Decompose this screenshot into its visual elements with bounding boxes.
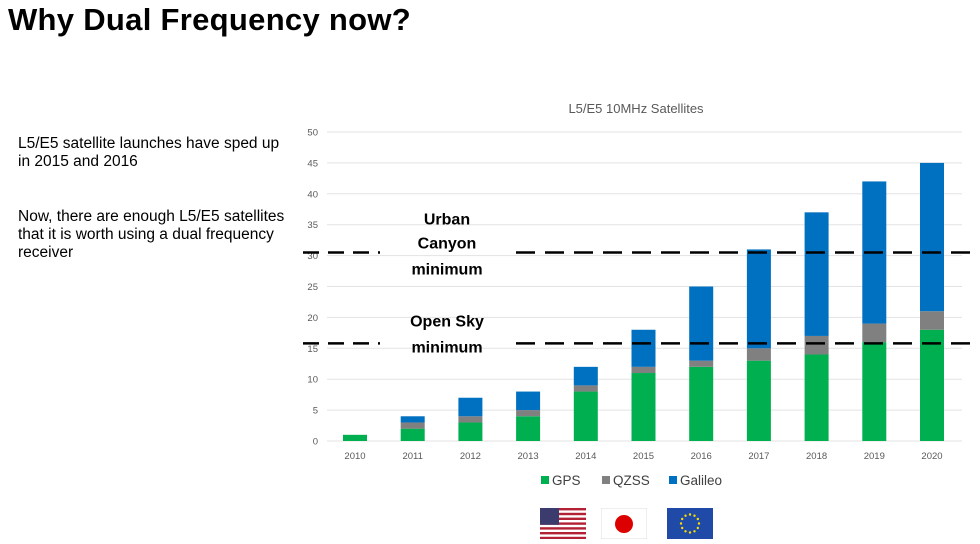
- bar-gps-2015: [631, 373, 656, 441]
- reference-label: Open Sky: [410, 313, 484, 330]
- y-tick-label: 5: [313, 406, 318, 417]
- x-tick-label: 2010: [344, 451, 365, 462]
- legend-swatch-galileo: [669, 476, 677, 484]
- bar-qzss-2013: [516, 410, 541, 417]
- bar-gps-2020: [920, 329, 944, 441]
- y-tick-label: 10: [307, 375, 318, 386]
- bar-gps-2012: [458, 422, 483, 441]
- reference-label: Urban: [424, 212, 470, 229]
- reference-label: minimum: [411, 339, 482, 356]
- bar-gps-2013: [516, 416, 541, 441]
- bar-gps-2010: [343, 434, 367, 441]
- page-title: Why Dual Frequency now?: [8, 2, 412, 37]
- intro-text: L5/E5 satellite launches have sped up in…: [18, 135, 280, 170]
- x-tick-label: 2014: [575, 451, 596, 462]
- legend-swatch-qzss: [602, 476, 610, 484]
- y-tick-label: 15: [307, 344, 318, 355]
- us-flag-icon: [540, 508, 586, 539]
- bar-galileo-2020: [920, 162, 944, 312]
- bar-galileo-2017: [746, 249, 771, 349]
- bar-qzss-2019: [862, 323, 887, 343]
- bar-qzss-2020: [920, 311, 944, 330]
- chart-title: L5/E5 10MHz Satellites: [568, 101, 704, 116]
- y-tick-label: 0: [313, 437, 318, 448]
- x-tick-label: 2019: [864, 451, 885, 462]
- x-tick-label: 2015: [633, 451, 654, 462]
- bar-galileo-2015: [631, 329, 656, 367]
- y-tick-label: 45: [307, 158, 318, 169]
- bar-gps-2017: [746, 360, 771, 441]
- bar-qzss-2011: [400, 422, 425, 429]
- bar-qzss-2015: [631, 366, 656, 374]
- japan-flag-icon: [600, 507, 648, 540]
- bar-qzss-2012: [458, 416, 483, 423]
- y-tick-label: 40: [307, 189, 318, 200]
- x-tick-label: 2017: [748, 451, 769, 462]
- bar-galileo-2018: [804, 212, 829, 336]
- bar-qzss-2017: [746, 348, 771, 361]
- bar-gps-2011: [400, 428, 425, 441]
- x-tick-label: 2011: [402, 451, 422, 462]
- reference-label: minimum: [411, 262, 482, 279]
- bar-galileo-2014: [573, 366, 598, 386]
- bar-qzss-2014: [573, 385, 598, 392]
- conclusion-text: Now, there are enough L5/E5 satellites t…: [18, 208, 285, 261]
- bar-galileo-2011: [400, 416, 425, 423]
- bar-galileo-2013: [516, 391, 541, 411]
- legend-label-qzss: QZSS: [613, 473, 650, 488]
- bar-qzss-2018: [804, 335, 829, 355]
- y-tick-label: 20: [307, 313, 318, 324]
- legend-label-galileo: Galileo: [680, 473, 722, 488]
- y-tick-label: 50: [307, 128, 318, 139]
- y-tick-label: 25: [307, 282, 318, 293]
- bar-galileo-2016: [689, 286, 714, 361]
- x-tick-label: 2016: [691, 451, 712, 462]
- bar-gps-2014: [573, 391, 598, 441]
- y-tick-label: 35: [307, 220, 318, 231]
- bar-gps-2018: [804, 354, 829, 441]
- y-tick-label: 30: [307, 251, 318, 262]
- bar-gps-2019: [862, 342, 887, 441]
- legend-swatch-gps: [541, 476, 549, 484]
- x-tick-label: 2012: [460, 451, 481, 462]
- legend-label-gps: GPS: [552, 473, 581, 488]
- bar-galileo-2012: [458, 397, 483, 417]
- x-tick-label: 2013: [518, 451, 539, 462]
- bar-qzss-2016: [689, 360, 714, 367]
- eu-flag-icon: [667, 508, 713, 539]
- reference-label: Canyon: [418, 236, 477, 253]
- x-tick-label: 2018: [806, 451, 827, 462]
- x-tick-label: 2020: [921, 451, 942, 462]
- bar-gps-2016: [689, 366, 714, 441]
